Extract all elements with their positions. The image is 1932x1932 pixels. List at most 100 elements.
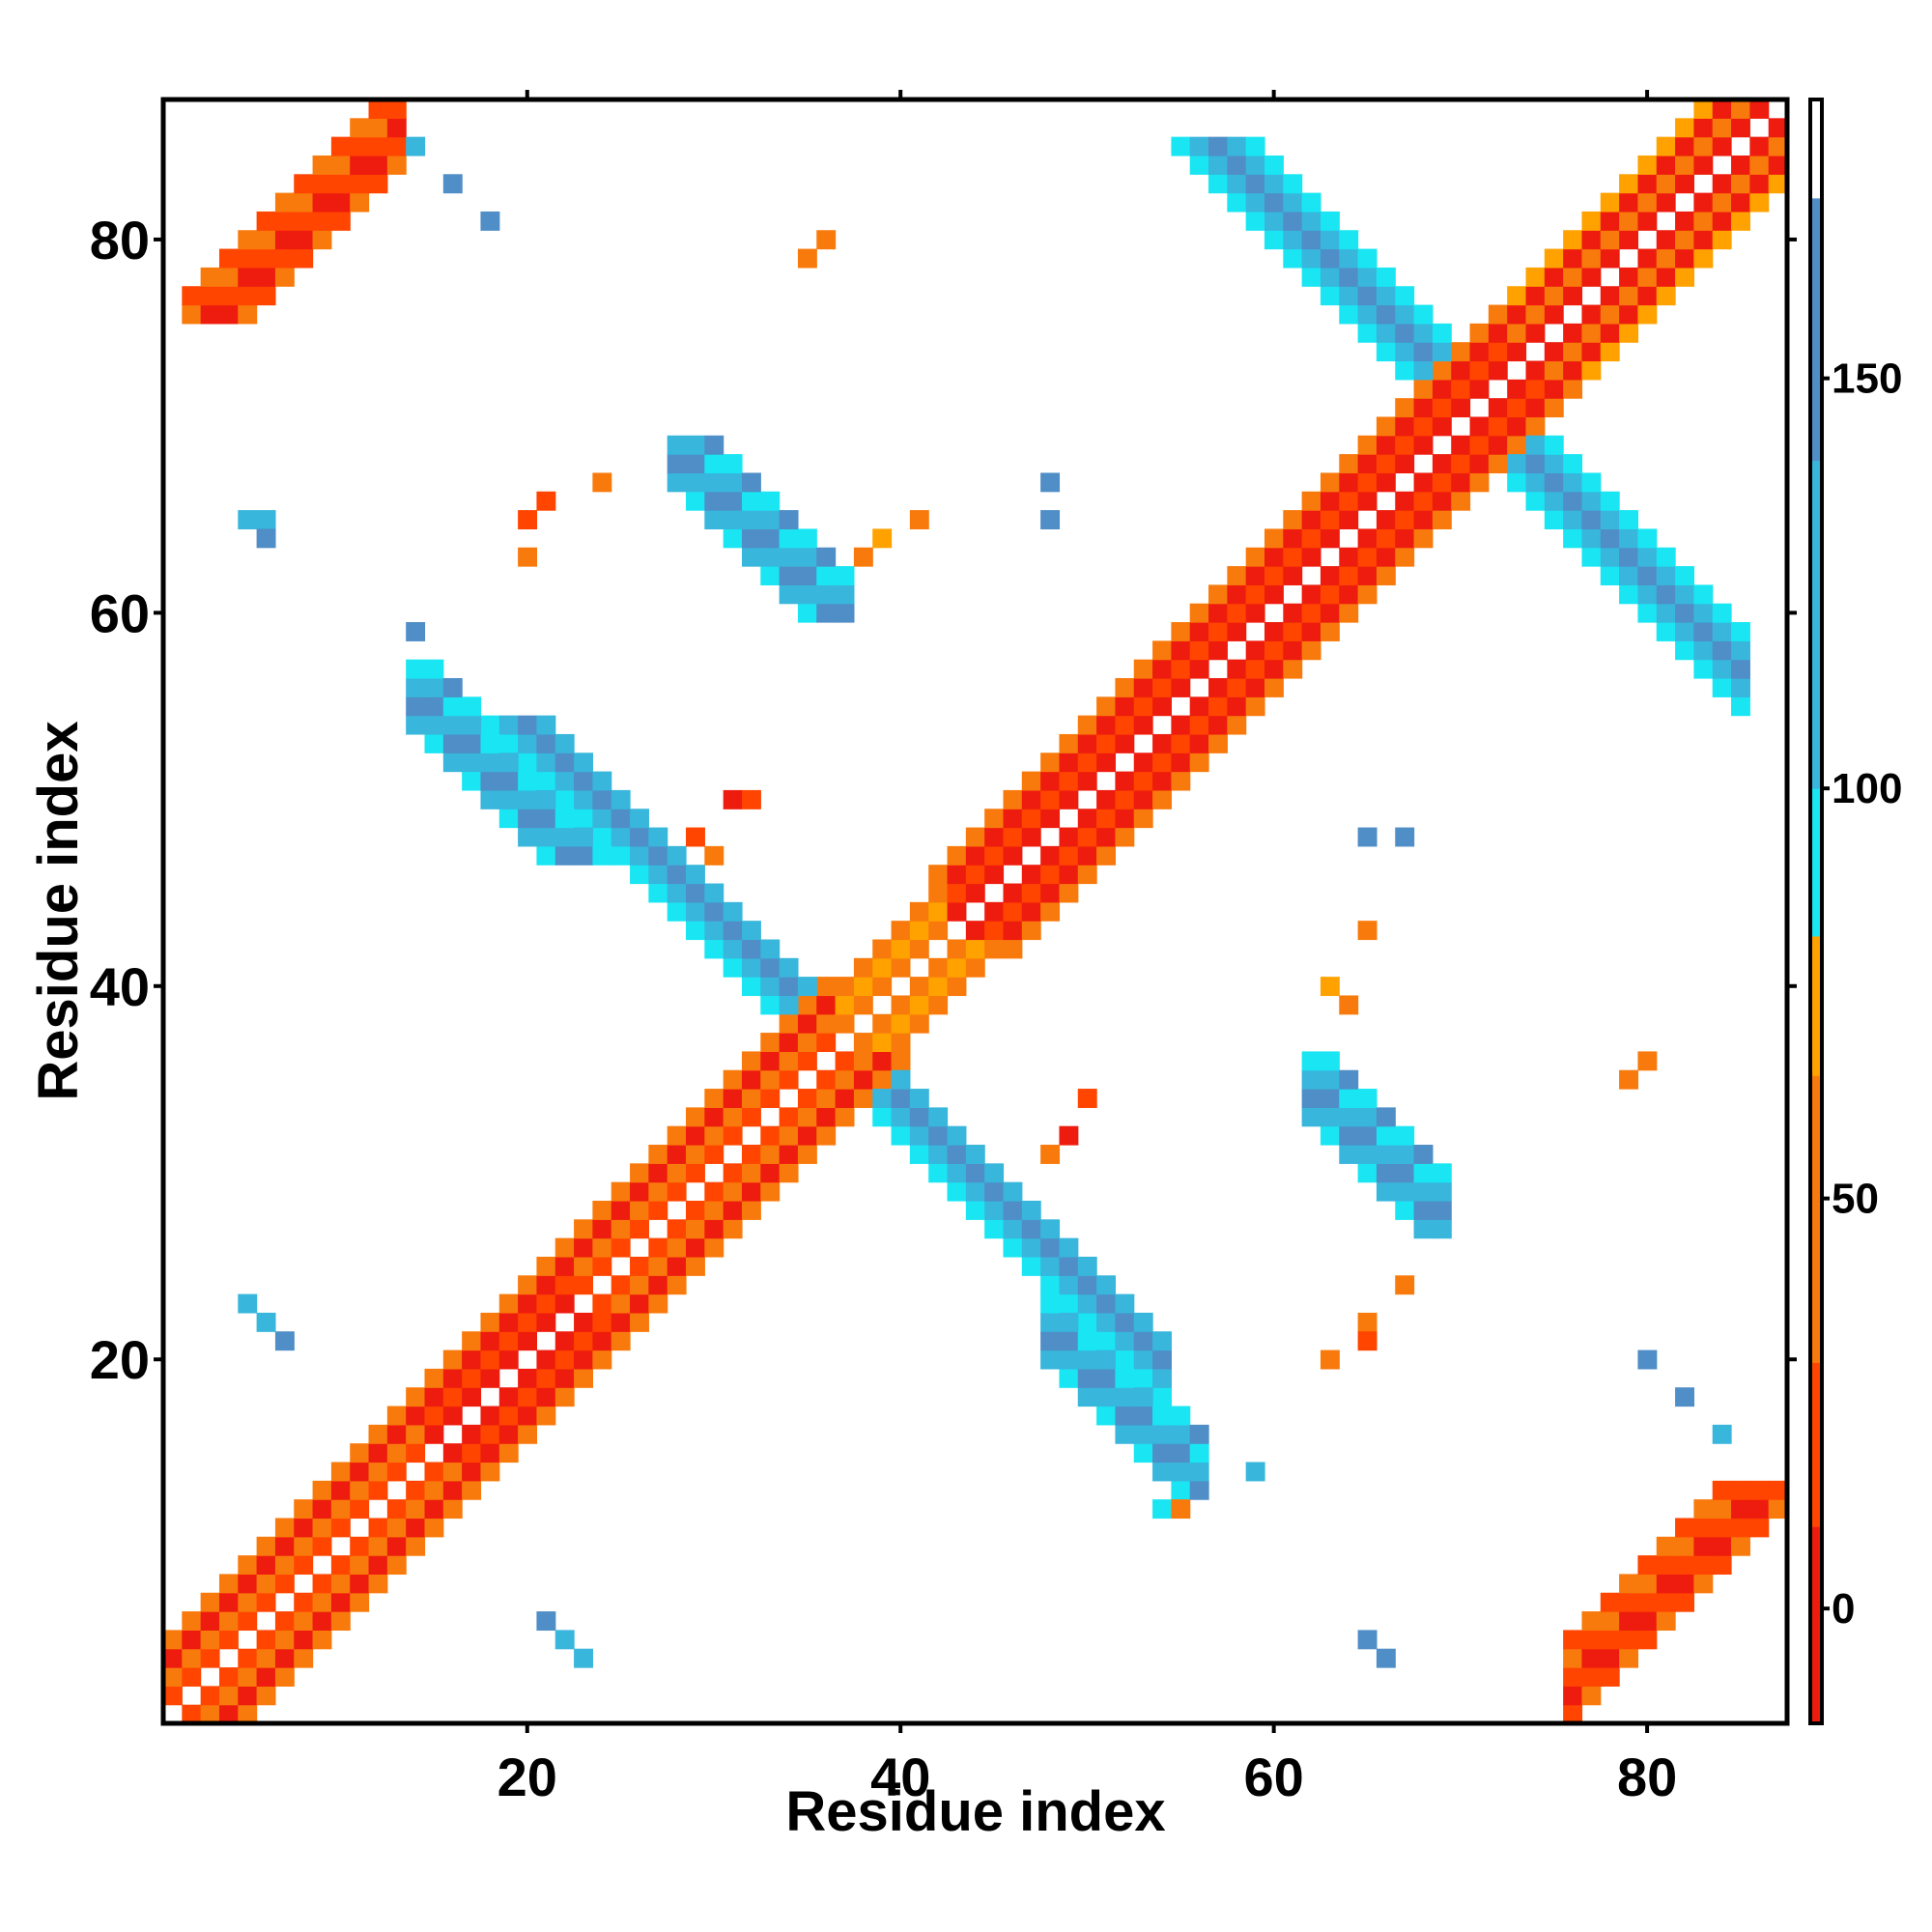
heatmap-cell — [928, 901, 949, 922]
heatmap-cell — [1059, 865, 1079, 885]
heatmap-cell — [667, 845, 687, 866]
heatmap-cell — [1619, 323, 1639, 343]
heatmap-cell — [928, 1163, 949, 1183]
heatmap-cell — [667, 1145, 687, 1164]
heatmap-cell — [256, 1686, 276, 1706]
heatmap-cell — [1525, 267, 1546, 287]
heatmap-cell — [1432, 398, 1452, 418]
heatmap-cell — [648, 827, 668, 847]
heatmap-cell — [816, 230, 837, 250]
heatmap-cell — [686, 901, 705, 922]
heatmap-cell — [1096, 1387, 1117, 1407]
heatmap-cell — [723, 1219, 743, 1239]
heatmap-cell — [779, 1013, 799, 1034]
heatmap-cell — [816, 1033, 837, 1053]
heatmap-cell — [1413, 435, 1434, 455]
heatmap-cell — [386, 1424, 407, 1444]
heatmap-cell — [1637, 547, 1658, 567]
heatmap-cell — [947, 901, 967, 922]
heatmap-cell — [1059, 771, 1079, 791]
heatmap-cell — [1469, 416, 1490, 437]
heatmap-cell — [1637, 304, 1658, 325]
heatmap-cell — [518, 1368, 538, 1388]
heatmap-cell — [312, 1480, 332, 1500]
heatmap-cell — [1357, 1089, 1378, 1108]
heatmap-cell — [741, 1107, 761, 1127]
heatmap-cell — [1581, 230, 1602, 250]
heatmap-cell — [1059, 1293, 1079, 1314]
heatmap-cell — [274, 248, 295, 269]
heatmap-cell — [554, 1387, 575, 1407]
heatmap-cell — [947, 1125, 967, 1146]
heatmap-cell — [1600, 248, 1620, 269]
heatmap-cell — [312, 1611, 332, 1631]
heatmap-cell — [1432, 323, 1452, 343]
heatmap-cell — [648, 1275, 668, 1295]
heatmap-cell — [1115, 677, 1135, 697]
heatmap-cell — [1003, 809, 1023, 829]
x-axis-title: Residue index — [785, 1780, 1165, 1843]
heatmap-cell — [480, 771, 500, 791]
heatmap-cell — [1320, 977, 1340, 997]
heatmap-cell — [1357, 547, 1378, 567]
heatmap-cell — [1600, 1667, 1620, 1687]
heatmap-cell — [256, 510, 276, 529]
heatmap-cell — [1563, 230, 1583, 250]
heatmap-cell — [1357, 528, 1378, 549]
heatmap-cell — [1395, 547, 1415, 567]
heatmap-cell — [1339, 584, 1359, 605]
heatmap-cell — [554, 1293, 575, 1314]
y-tick-label: 80 — [90, 210, 150, 270]
heatmap-cell — [1040, 1237, 1061, 1258]
heatmap-cell — [1675, 136, 1694, 156]
heatmap-cell — [1021, 1200, 1041, 1220]
heatmap-cell — [1581, 1686, 1602, 1706]
heatmap-cell — [797, 528, 817, 549]
heatmap-cell — [947, 845, 967, 866]
heatmap-cell — [891, 1051, 911, 1071]
heatmap-cell — [1712, 174, 1732, 194]
heatmap-cell — [1077, 1256, 1097, 1276]
heatmap-cell — [797, 1107, 817, 1127]
heatmap-cell — [1227, 584, 1247, 605]
heatmap-cell — [1619, 1611, 1639, 1631]
heatmap-cell — [536, 809, 556, 829]
heatmap-cell — [406, 622, 426, 641]
heatmap-cell — [1544, 379, 1564, 399]
heatmap-cell — [1301, 622, 1321, 641]
heatmap-cell — [816, 1107, 837, 1127]
heatmap-cell — [1563, 1704, 1583, 1724]
heatmap-cell — [592, 827, 612, 847]
heatmap-cell — [1693, 155, 1714, 175]
heatmap-cell — [1619, 174, 1639, 194]
heatmap-cell — [518, 753, 538, 773]
heatmap-cell — [1339, 248, 1359, 269]
heatmap-cell — [1357, 472, 1378, 493]
heatmap-cell — [741, 939, 761, 959]
heatmap-cell — [1339, 1069, 1359, 1090]
heatmap-cell — [704, 435, 724, 455]
heatmap-cell — [238, 510, 258, 529]
heatmap-cell — [406, 1480, 426, 1500]
heatmap-cell — [797, 1145, 817, 1164]
heatmap-cell — [741, 1051, 761, 1071]
heatmap-cell — [1264, 659, 1284, 679]
heatmap-cell — [574, 1350, 593, 1370]
heatmap-cell — [686, 1256, 705, 1276]
heatmap-cell — [1395, 286, 1415, 306]
heatmap-cell — [928, 921, 949, 941]
heatmap-cell — [386, 1406, 407, 1426]
heatmap-cell — [1320, 1125, 1340, 1146]
heatmap-cell — [1096, 696, 1117, 717]
heatmap-cell — [1563, 267, 1583, 287]
heatmap-cell — [386, 136, 407, 156]
heatmap-cell — [1507, 416, 1527, 437]
heatmap-cell — [1189, 136, 1209, 156]
heatmap-cell — [648, 1293, 668, 1314]
heatmap-cell — [1357, 248, 1378, 269]
heatmap-cell — [1339, 267, 1359, 287]
colorbar-frame — [1808, 98, 1824, 1725]
heatmap-cell — [1357, 1312, 1378, 1332]
heatmap-cell — [1656, 1611, 1676, 1631]
heatmap-cell — [779, 1163, 799, 1183]
